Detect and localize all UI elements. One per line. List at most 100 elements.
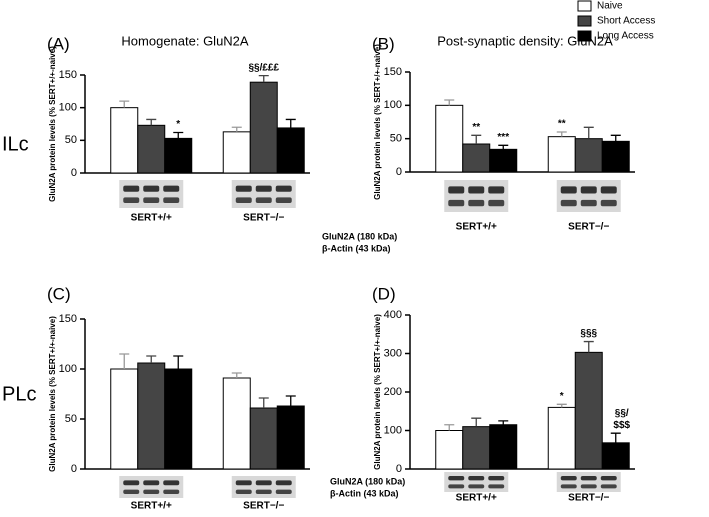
- panel-label: (C): [47, 284, 71, 303]
- x-tick-label: SERT+/+: [456, 222, 497, 233]
- bar: [164, 137, 193, 174]
- legend-label: Naive: [597, 1, 623, 12]
- blot-band: [255, 197, 272, 203]
- chart-title: Post-synaptic density: GluN2A: [437, 33, 613, 48]
- error-bar: [285, 395, 296, 406]
- x-tick-label: SERT+/+: [131, 501, 172, 512]
- blot-band: [560, 476, 577, 481]
- y-tick-label: 300: [384, 347, 402, 359]
- y-axis-label: GluN2A protein levels (% SERT+/+-naive): [48, 316, 57, 472]
- row-label: PLc: [2, 383, 36, 405]
- blot-band: [255, 185, 272, 192]
- bar: [110, 368, 139, 470]
- row-label: ILc: [2, 133, 29, 155]
- blot-band: [600, 476, 617, 481]
- bar: [276, 127, 305, 174]
- blot-label: GluN2A (180 kDa): [330, 476, 405, 486]
- bar: [110, 107, 139, 174]
- annotation: *: [560, 391, 564, 402]
- blot-band: [163, 480, 180, 486]
- error-bar: [444, 99, 455, 106]
- x-tick-label: SERT+/+: [456, 493, 497, 504]
- blot-band: [143, 480, 160, 486]
- y-tick-label: 50: [65, 413, 77, 425]
- blot-band: [488, 199, 505, 207]
- blot-band: [468, 484, 485, 489]
- x-tick-label: SERT−/−: [568, 493, 609, 504]
- x-tick-label: SERT−/−: [568, 222, 609, 233]
- blot-label: GluN2A (180 kDa): [322, 231, 397, 241]
- error-bar: [498, 420, 509, 425]
- blot-band: [235, 197, 252, 203]
- bar: [137, 362, 166, 470]
- x-tick-label: SERT−/−: [243, 213, 284, 224]
- annotation: §§/: [615, 408, 629, 419]
- legend-swatch: [577, 15, 592, 27]
- blot-band: [448, 476, 465, 481]
- error-bar: [471, 417, 482, 427]
- y-tick-label: 400: [384, 309, 402, 321]
- y-tick-label: 100: [59, 102, 77, 114]
- bar: [462, 143, 491, 173]
- error-bar: [471, 134, 482, 144]
- blot-band: [163, 185, 180, 192]
- y-tick-label: 100: [59, 363, 77, 375]
- blot-band: [448, 199, 465, 207]
- bar: [574, 138, 603, 173]
- panel-label: (B): [372, 34, 395, 53]
- bar: [574, 351, 603, 470]
- y-tick-label: 150: [59, 69, 77, 81]
- blot-band: [235, 185, 252, 192]
- y-tick-label: 0: [396, 463, 402, 475]
- blot-band: [163, 197, 180, 203]
- annotation: $$$: [613, 420, 630, 431]
- blot-label: β-Actin (43 kDa): [330, 488, 399, 498]
- blot-band: [235, 480, 252, 486]
- y-tick-label: 50: [65, 134, 77, 146]
- error-bar: [498, 144, 509, 150]
- error-bar: [231, 372, 242, 378]
- y-tick-label: 200: [384, 386, 402, 398]
- bar: [547, 406, 576, 470]
- error-bar: [444, 424, 455, 431]
- blot-band: [488, 186, 505, 194]
- x-tick-label: SERT−/−: [243, 501, 284, 512]
- blot-band: [560, 484, 577, 489]
- bar: [276, 405, 305, 470]
- bar: [601, 442, 630, 470]
- bar: [435, 430, 464, 470]
- legend-label: Short Access: [597, 16, 655, 27]
- error-bar: [119, 100, 130, 108]
- error-bar: [556, 131, 567, 137]
- blot-band: [275, 489, 292, 495]
- blot-band: [255, 480, 272, 486]
- error-bar: [119, 353, 130, 369]
- bar: [137, 124, 166, 174]
- blot-band: [600, 186, 617, 194]
- bar: [547, 136, 576, 173]
- error-bar: [556, 403, 567, 408]
- error-bar: [146, 118, 157, 126]
- annotation: **: [472, 122, 480, 133]
- annotation: ***: [497, 132, 509, 143]
- blot: [231, 180, 296, 208]
- blot-band: [123, 197, 140, 203]
- blot-band: [560, 186, 577, 194]
- error-bar: [146, 355, 157, 363]
- error-bar: [258, 75, 269, 83]
- annotation: *: [176, 119, 180, 130]
- blot-band: [600, 199, 617, 207]
- error-bar: [610, 134, 621, 142]
- blot-band: [275, 185, 292, 192]
- blot-band: [255, 489, 272, 495]
- error-bar: [583, 126, 594, 139]
- y-axis-label: GluN2A protein levels (% SERT+/+-naive): [373, 44, 382, 200]
- y-tick-label: 0: [71, 167, 77, 179]
- annotation: **: [558, 119, 566, 130]
- blot-band: [468, 476, 485, 481]
- blot-band: [488, 484, 505, 489]
- annotation: §§/£££: [248, 62, 279, 73]
- blot-band: [123, 480, 140, 486]
- bar: [489, 424, 518, 470]
